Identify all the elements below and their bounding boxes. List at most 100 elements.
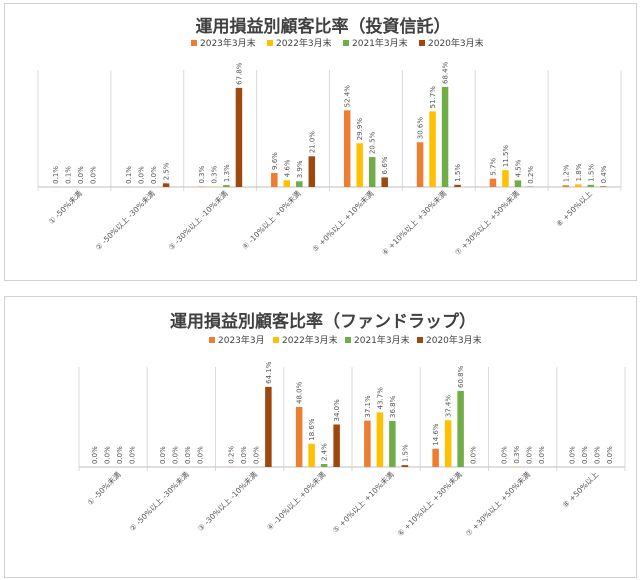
legend-label: 2023年3月: [218, 334, 265, 346]
bar: [283, 180, 291, 187]
bar: [320, 464, 328, 467]
data-label: 36.8%: [389, 395, 397, 418]
data-label: 5.7%: [489, 158, 497, 176]
data-label: 0.4%: [600, 165, 608, 183]
data-label: 0.0%: [240, 446, 248, 464]
data-label: 0.0%: [500, 446, 508, 464]
legend-item: 2020年3月末: [417, 334, 482, 346]
data-label: 0.1%: [65, 166, 73, 184]
data-label: 0.3%: [513, 445, 521, 463]
category-label: ② -50%以上 -30%未満: [127, 469, 191, 533]
legend-label: 2023年3月末: [200, 37, 256, 49]
bar: [401, 465, 409, 467]
legend-swatch: [417, 337, 423, 343]
legend-label: 2020年3月末: [426, 334, 482, 346]
data-label: 48.0%: [296, 381, 304, 404]
category-label: ③ -30%以上 -10%未満: [195, 469, 259, 533]
legend-label: 2020年3月末: [428, 37, 484, 49]
data-label: 4.5%: [514, 159, 522, 177]
data-label: 67.8%: [235, 62, 243, 85]
data-label: 0.0%: [77, 166, 85, 184]
legend-swatch: [209, 337, 215, 343]
legend-item: 2023年3月末: [191, 37, 256, 49]
data-label: 0.3%: [210, 165, 218, 183]
category-label: ⑧ +50%以上: [561, 470, 601, 510]
bar: [575, 184, 582, 187]
data-label: 0.0%: [581, 446, 589, 464]
data-label: 6.6%: [381, 156, 389, 174]
bar: [308, 443, 315, 467]
bar: [432, 448, 439, 467]
legend-swatch: [191, 40, 197, 46]
data-label: 0.0%: [184, 446, 192, 464]
category-label: ② -50%以上 -30%未満: [93, 188, 157, 252]
bar: [308, 156, 316, 187]
legend-label: 2022年3月末: [276, 37, 332, 49]
data-label: 1.5%: [454, 164, 462, 182]
bar: [457, 391, 464, 467]
data-label: 1.8%: [575, 163, 583, 181]
category-label: ⑥ +10%以上 +30%未満: [379, 188, 448, 257]
category-label: ⑧ +50%以上: [554, 189, 594, 229]
category-label: ⑥ +10%以上 +30%未満: [395, 469, 464, 538]
data-label: 43.7%: [376, 387, 384, 410]
data-label: 0.0%: [103, 446, 111, 464]
data-label: 0.0%: [150, 166, 158, 184]
data-label: 18.6%: [308, 418, 316, 441]
data-label: 34.0%: [333, 399, 341, 422]
data-label: 60.8%: [457, 365, 465, 388]
category-label: ① -50%未満: [46, 188, 84, 226]
legend-swatch: [343, 40, 349, 46]
category-label: ③ -30%以上 -10%未満: [166, 188, 230, 252]
chart-panel-investment-trust: 運用損益別顧客比率（投資信託） 2023年3月末 2022年3月末 2021年3月末…: [4, 3, 637, 281]
bar: [296, 181, 303, 187]
data-label: 29.9%: [356, 118, 364, 141]
bar: [514, 180, 522, 187]
category-label: ⑤ +0%以上 +10%未満: [330, 469, 396, 535]
bar: [444, 420, 452, 467]
data-label: 0.0%: [606, 446, 614, 464]
legend-item: 2021年3月末: [345, 334, 410, 346]
data-label: 0.1%: [52, 166, 60, 184]
bar: [235, 87, 243, 187]
data-label: 68.4%: [442, 61, 450, 84]
category-label: ④ -10%以上 +0%未満: [240, 188, 303, 251]
category-label: ① -50%未満: [85, 469, 123, 507]
data-label: 0.0%: [159, 446, 167, 464]
bar: [223, 185, 230, 187]
chart-title: 運用損益別顧客比率（投資信託）: [196, 16, 451, 37]
data-label: 0.0%: [91, 446, 99, 464]
data-label: 64.1%: [265, 361, 273, 384]
data-label: 1.2%: [562, 164, 570, 182]
legend-item: 2021年3月末: [343, 37, 408, 49]
bar: [343, 110, 351, 187]
data-label: 9.6%: [271, 152, 279, 170]
bar: [502, 170, 509, 187]
data-label: 0.0%: [470, 446, 478, 464]
data-label: 0.1%: [125, 166, 133, 184]
data-label: 2.4%: [321, 443, 329, 461]
bar: [429, 111, 436, 187]
chart-fund-wrap: 運用損益別顧客比率（ファンドラップ） 2023年3月 2022年3月末 2021年3…: [78, 311, 626, 538]
legend-swatch: [273, 337, 279, 343]
category-label: ⑤ +0%以上 +10%未満: [310, 188, 376, 254]
data-label: 0.0%: [197, 446, 205, 464]
bar: [562, 185, 570, 187]
chart-investment-trust: 運用損益別顧客比率（投資信託） 2023年3月末 2022年3月末 2021年3月末…: [37, 16, 622, 257]
legend-item: 2020年3月末: [419, 37, 484, 49]
data-label: 11.5%: [502, 145, 510, 168]
legend-label: 2021年3月末: [352, 37, 408, 49]
data-label: 0.0%: [569, 446, 577, 464]
legend-swatch: [345, 337, 351, 343]
bar: [587, 184, 595, 187]
chart-panel-fund-wrap: 運用損益別顧客比率（ファンドラップ） 2023年3月 2022年3月末 2021年3…: [4, 296, 637, 578]
data-label: 0.2%: [227, 446, 235, 464]
legend-label: 2021年3月末: [354, 334, 410, 346]
data-label: 1.3%: [223, 164, 231, 182]
bar: [600, 186, 607, 187]
data-label: 3.9%: [296, 160, 304, 178]
bar: [364, 420, 371, 467]
data-label: 0.0%: [116, 446, 124, 464]
data-label: 0.0%: [252, 446, 260, 464]
bar: [389, 421, 396, 467]
